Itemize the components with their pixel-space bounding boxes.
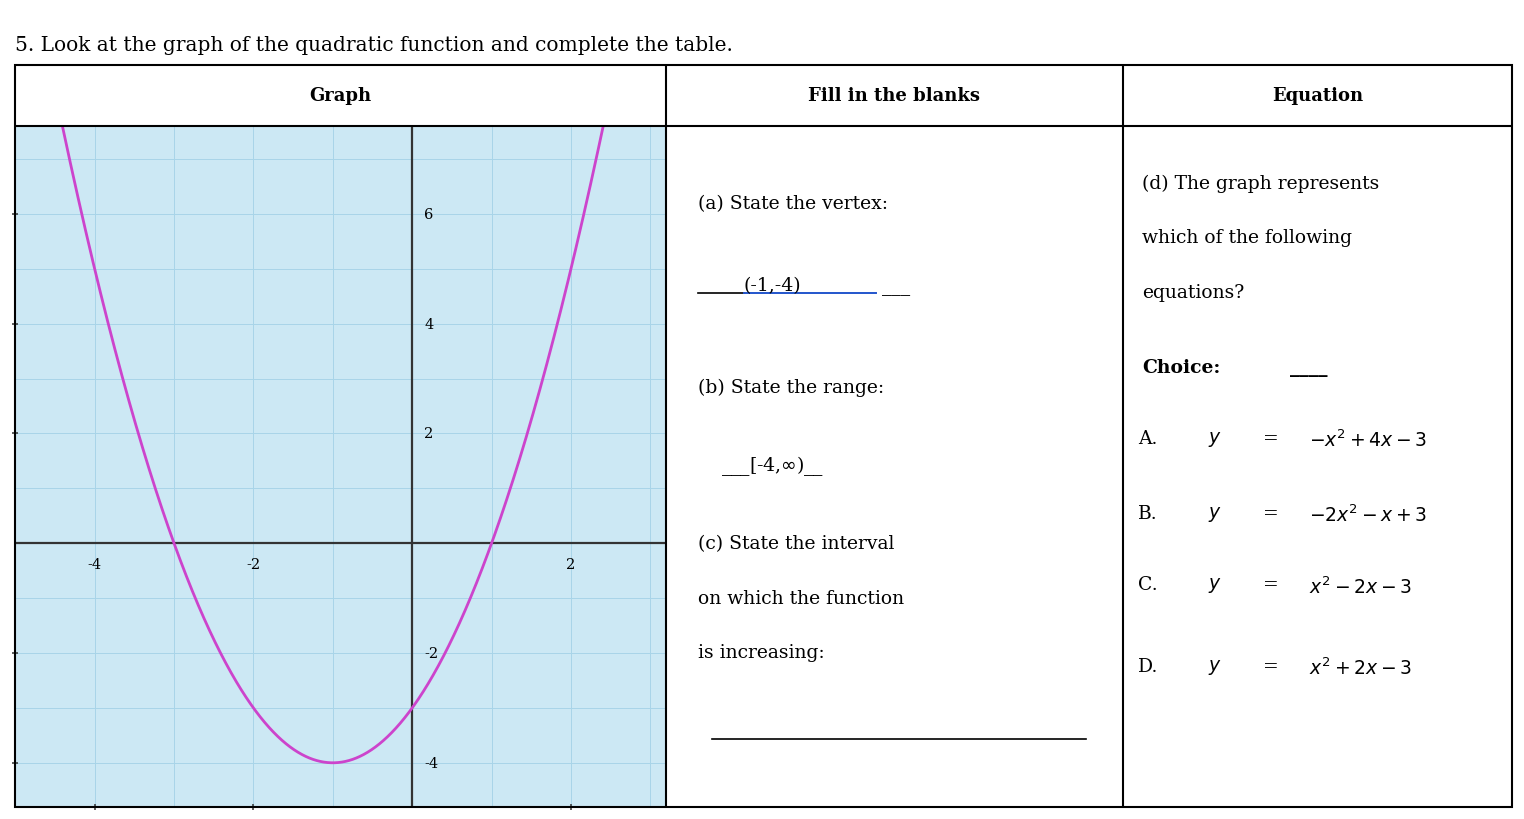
Text: B.: B. xyxy=(1138,505,1158,523)
Text: Equation: Equation xyxy=(1271,88,1362,105)
Text: D.: D. xyxy=(1138,657,1158,675)
Text: Fill in the blanks: Fill in the blanks xyxy=(808,88,980,105)
Text: Choice:: Choice: xyxy=(1141,358,1221,376)
Text: =: = xyxy=(1263,429,1279,447)
Text: $-2x^2 - x + 3$: $-2x^2 - x + 3$ xyxy=(1309,505,1428,526)
Text: $y$: $y$ xyxy=(1209,505,1222,523)
Text: 2: 2 xyxy=(424,427,433,441)
Text: is increasing:: is increasing: xyxy=(698,644,824,662)
Text: $y$: $y$ xyxy=(1209,429,1222,449)
Text: $y$: $y$ xyxy=(1209,657,1222,676)
Text: -4: -4 xyxy=(424,756,439,770)
Text: =: = xyxy=(1263,657,1279,675)
Text: -2: -2 xyxy=(247,557,261,572)
Text: =: = xyxy=(1263,576,1279,594)
Text: which of the following: which of the following xyxy=(1141,229,1352,247)
Text: ____: ____ xyxy=(1289,358,1327,376)
Text: $y$: $y$ xyxy=(1209,576,1222,595)
Text: $x^2 + 2x - 3$: $x^2 + 2x - 3$ xyxy=(1309,657,1413,679)
Text: $x^2 - 2x - 3$: $x^2 - 2x - 3$ xyxy=(1309,576,1413,597)
Text: C.: C. xyxy=(1138,576,1158,594)
Text: on which the function: on which the function xyxy=(698,589,904,607)
Text: 6: 6 xyxy=(424,208,433,222)
Text: $-x^2 + 4x - 3$: $-x^2 + 4x - 3$ xyxy=(1309,429,1428,451)
Text: 2: 2 xyxy=(567,557,576,572)
Text: ___: ___ xyxy=(876,277,910,295)
Text: (c) State the interval: (c) State the interval xyxy=(698,535,895,553)
Text: 5. Look at the graph of the quadratic function and complete the table.: 5. Look at the graph of the quadratic fu… xyxy=(15,36,733,55)
Text: A.: A. xyxy=(1138,429,1158,447)
Text: =: = xyxy=(1263,505,1279,523)
Text: (d) The graph represents: (d) The graph represents xyxy=(1141,174,1379,192)
Text: (b) State the range:: (b) State the range: xyxy=(698,378,884,396)
Text: ___[-4,$\infty$)__: ___[-4,$\infty$)__ xyxy=(721,453,824,477)
Text: Graph: Graph xyxy=(309,88,372,105)
Text: (a) State the vertex:: (a) State the vertex: xyxy=(698,195,888,213)
Text: equations?: equations? xyxy=(1141,283,1245,301)
Text: -4: -4 xyxy=(87,557,102,572)
Text: 4: 4 xyxy=(424,317,433,332)
Text: (-1,-4): (-1,-4) xyxy=(744,277,802,295)
Text: -2: -2 xyxy=(424,646,439,660)
